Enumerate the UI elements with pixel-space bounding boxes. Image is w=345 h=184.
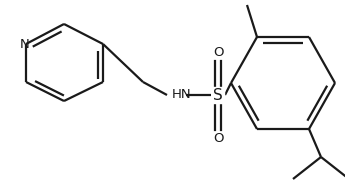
Text: O: O	[213, 47, 223, 59]
Text: HN: HN	[172, 89, 191, 102]
Text: N: N	[20, 38, 30, 50]
Text: S: S	[213, 88, 223, 102]
Text: O: O	[213, 132, 223, 144]
